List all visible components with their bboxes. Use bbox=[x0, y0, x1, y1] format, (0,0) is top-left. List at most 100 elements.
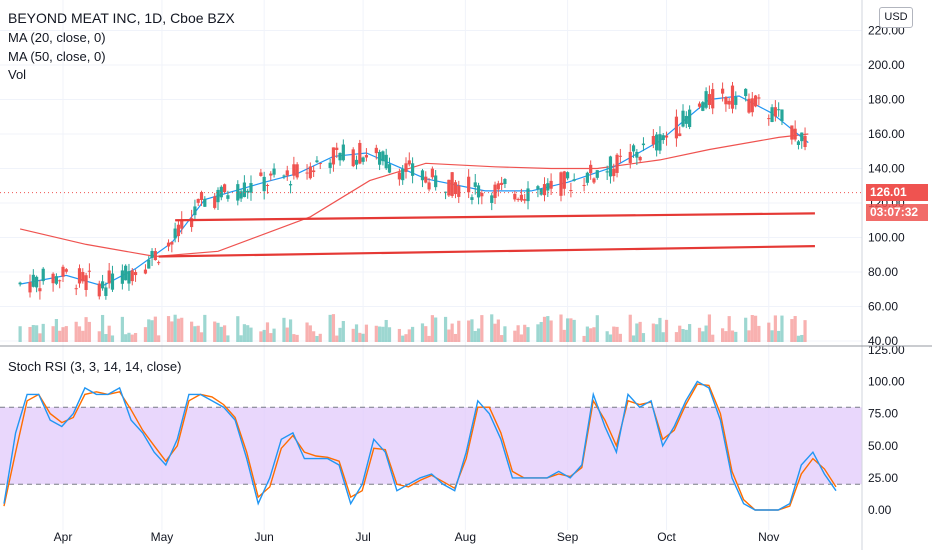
candle-body bbox=[447, 179, 451, 196]
candle-body bbox=[450, 172, 454, 196]
candle-body bbox=[496, 183, 500, 190]
time-axis-label: Nov bbox=[758, 530, 779, 544]
candle-body bbox=[628, 151, 632, 163]
volume-bar bbox=[190, 321, 194, 342]
legend-ma50[interactable]: MA (50, close, 0) bbox=[8, 49, 106, 64]
volume-bar bbox=[430, 315, 434, 342]
candle-body bbox=[318, 163, 322, 165]
candle-body bbox=[750, 98, 754, 113]
volume-bar bbox=[496, 319, 500, 342]
volume-bar bbox=[519, 334, 524, 342]
volume-bar bbox=[173, 314, 177, 342]
volume-bar bbox=[658, 317, 662, 342]
volume-bar bbox=[315, 335, 319, 342]
volume-bar bbox=[559, 314, 563, 342]
volume-bar bbox=[282, 317, 286, 342]
candle-body bbox=[631, 145, 636, 152]
volume-bar bbox=[730, 330, 735, 342]
time-axis-label: Sep bbox=[557, 530, 579, 544]
volume-bar bbox=[516, 325, 520, 342]
candles bbox=[18, 81, 807, 300]
candle-body bbox=[242, 182, 246, 198]
candle-body bbox=[64, 269, 68, 272]
candle-body bbox=[674, 116, 679, 139]
time-axis-label: Aug bbox=[455, 530, 476, 544]
candle-body bbox=[612, 168, 616, 177]
volume-bar bbox=[74, 321, 78, 342]
volume-bar bbox=[542, 316, 547, 342]
volume-bar bbox=[803, 320, 807, 342]
volume-bar bbox=[467, 320, 471, 342]
volume-bar bbox=[265, 322, 270, 342]
candle-body bbox=[803, 135, 807, 148]
candle-body bbox=[51, 273, 55, 284]
candle-body bbox=[28, 282, 32, 293]
currency-button[interactable]: USD bbox=[879, 7, 913, 28]
volume-bar bbox=[727, 316, 731, 342]
volume-bar bbox=[157, 335, 161, 342]
volume-bar bbox=[77, 326, 82, 342]
volume-bar bbox=[744, 317, 748, 342]
volume-bar bbox=[242, 324, 246, 342]
legend-stoch-rsi[interactable]: Stoch RSI (3, 3, 14, 14, close) bbox=[8, 359, 182, 374]
legend-ma20[interactable]: MA (20, close, 0) bbox=[8, 30, 106, 45]
candle-body bbox=[176, 224, 181, 237]
candle-body bbox=[565, 172, 570, 179]
volume-bar bbox=[143, 327, 148, 342]
volume-bar bbox=[770, 330, 774, 342]
volume-bar bbox=[35, 325, 39, 342]
candle-body bbox=[635, 151, 639, 158]
volume-bar bbox=[87, 321, 91, 342]
candle-body bbox=[312, 170, 316, 173]
volume-bar bbox=[635, 323, 639, 342]
volume-bar bbox=[443, 316, 448, 342]
stoch-axis-label: 0.00 bbox=[868, 503, 892, 517]
candle-body bbox=[681, 110, 685, 127]
price-axis-label: 40.00 bbox=[868, 334, 898, 348]
time-axis-label: Apr bbox=[54, 530, 73, 544]
volume-bar bbox=[193, 326, 197, 342]
volume-bar bbox=[757, 325, 761, 342]
candle-body bbox=[404, 163, 408, 172]
volume-bar bbox=[176, 318, 181, 342]
stoch-axis-label: 75.00 bbox=[868, 407, 898, 421]
candle-body bbox=[796, 141, 801, 145]
volume-bar bbox=[562, 329, 566, 342]
candle-body bbox=[166, 242, 171, 247]
volume-bar bbox=[341, 321, 345, 342]
candle-body bbox=[661, 135, 665, 141]
candle-body bbox=[358, 142, 362, 164]
candle-body bbox=[730, 85, 735, 109]
legend-volume[interactable]: Vol bbox=[8, 67, 27, 82]
volume-bar bbox=[595, 315, 599, 342]
volume-bar bbox=[292, 334, 296, 342]
volume-bar bbox=[790, 319, 794, 342]
volume-bar bbox=[81, 330, 85, 342]
candle-body bbox=[361, 157, 365, 162]
volume-bar bbox=[84, 317, 88, 342]
volume-bar bbox=[470, 319, 474, 342]
volume-bar bbox=[697, 327, 702, 342]
price-axis-label: 100.00 bbox=[868, 231, 905, 245]
stoch-band bbox=[0, 407, 862, 485]
volume-bar bbox=[312, 331, 316, 342]
candle-body bbox=[354, 159, 359, 165]
candle-body bbox=[443, 191, 448, 193]
candle-body bbox=[305, 172, 309, 174]
volume-bar bbox=[54, 318, 59, 342]
volume-bar bbox=[500, 335, 504, 342]
volume-bar bbox=[661, 332, 665, 342]
candle-body bbox=[147, 259, 151, 269]
candle-body bbox=[259, 172, 263, 176]
candle-body bbox=[223, 184, 227, 193]
ma20-line bbox=[19, 95, 809, 287]
candle-body bbox=[711, 89, 715, 109]
candle-body bbox=[378, 151, 382, 165]
time-axis-label: May bbox=[151, 530, 174, 544]
volume-bar bbox=[457, 320, 461, 342]
volume-bar bbox=[381, 326, 385, 342]
candle-body bbox=[219, 186, 223, 198]
candle-body bbox=[773, 107, 777, 117]
volume-bar bbox=[490, 314, 494, 342]
